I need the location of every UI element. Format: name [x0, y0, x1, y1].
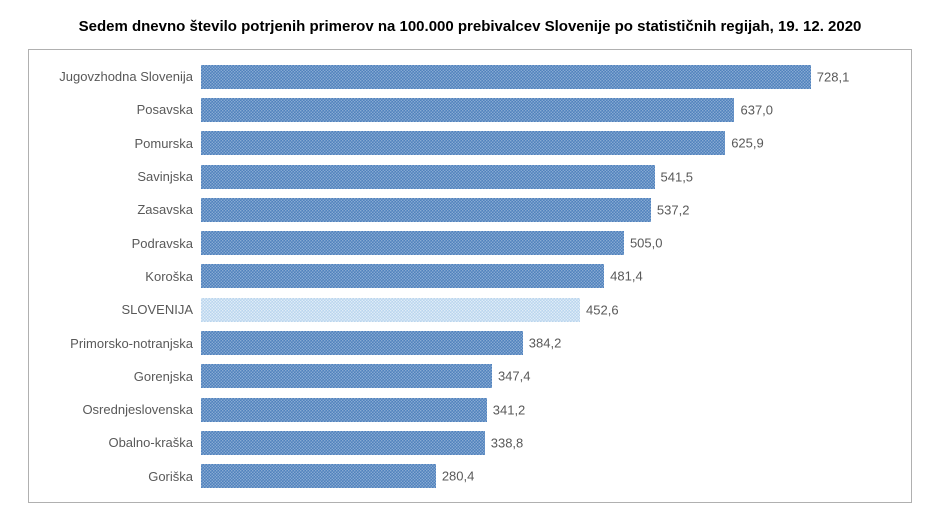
bar-track: 537,2: [201, 193, 871, 226]
chart-plot-area: Jugovzhodna Slovenija728,1Posavska637,0P…: [28, 49, 912, 503]
category-label: Gorenjska: [29, 369, 201, 384]
bar-track: 541,5: [201, 160, 871, 193]
value-label: 505,0: [630, 236, 663, 251]
bar-row: Gorenjska347,4: [29, 360, 871, 393]
bar-highlight: 452,6: [201, 298, 580, 322]
bar-track: 384,2: [201, 326, 871, 359]
bar-row: Osrednjeslovenska341,2: [29, 393, 871, 426]
value-label: 481,4: [610, 269, 643, 284]
bar: 537,2: [201, 198, 651, 222]
bar-row: Pomurska625,9: [29, 127, 871, 160]
category-label: Pomurska: [29, 136, 201, 151]
category-label: SLOVENIJA: [29, 302, 201, 317]
category-label: Goriška: [29, 469, 201, 484]
bar: 505,0: [201, 231, 624, 255]
bar-track: 347,4: [201, 360, 871, 393]
bar-row: Jugovzhodna Slovenija728,1: [29, 60, 871, 93]
bar-track: 452,6: [201, 293, 871, 326]
category-label: Osrednjeslovenska: [29, 402, 201, 417]
bar: 625,9: [201, 131, 725, 155]
bar-track: 338,8: [201, 426, 871, 459]
bar-track: 505,0: [201, 226, 871, 259]
bar-row: Goriška280,4: [29, 460, 871, 493]
value-label: 728,1: [817, 69, 850, 84]
bar: 280,4: [201, 464, 436, 488]
value-label: 541,5: [661, 169, 694, 184]
category-label: Podravska: [29, 236, 201, 251]
value-label: 347,4: [498, 369, 531, 384]
category-label: Zasavska: [29, 202, 201, 217]
bar: 637,0: [201, 98, 734, 122]
bar-row: SLOVENIJA452,6: [29, 293, 871, 326]
value-label: 341,2: [493, 402, 526, 417]
bar: 341,2: [201, 398, 487, 422]
category-label: Jugovzhodna Slovenija: [29, 69, 201, 84]
value-label: 280,4: [442, 469, 475, 484]
bar-track: 341,2: [201, 393, 871, 426]
bar-row: Koroška481,4: [29, 260, 871, 293]
bar-row: Posavska637,0: [29, 93, 871, 126]
chart-title: Sedem dnevno število potrjenih primerov …: [28, 18, 912, 35]
bar-track: 625,9: [201, 127, 871, 160]
value-label: 637,0: [740, 102, 773, 117]
value-label: 537,2: [657, 202, 690, 217]
bar: 338,8: [201, 431, 485, 455]
bar-row: Podravska505,0: [29, 226, 871, 259]
category-label: Obalno-kraška: [29, 435, 201, 450]
bar-track: 728,1: [201, 60, 871, 93]
value-label: 625,9: [731, 136, 764, 151]
value-label: 452,6: [586, 302, 619, 317]
category-label: Savinjska: [29, 169, 201, 184]
bar-rows-container: Jugovzhodna Slovenija728,1Posavska637,0P…: [29, 60, 871, 493]
bar-row: Zasavska537,2: [29, 193, 871, 226]
bar-track: 481,4: [201, 260, 871, 293]
bar-row: Primorsko-notranjska384,2: [29, 326, 871, 359]
bar-track: 280,4: [201, 460, 871, 493]
bar: 481,4: [201, 264, 604, 288]
value-label: 338,8: [491, 435, 524, 450]
bar: 541,5: [201, 165, 655, 189]
bar-track: 637,0: [201, 93, 871, 126]
bar: 384,2: [201, 331, 523, 355]
category-label: Koroška: [29, 269, 201, 284]
category-label: Posavska: [29, 102, 201, 117]
value-label: 384,2: [529, 336, 562, 351]
bar-row: Savinjska541,5: [29, 160, 871, 193]
category-label: Primorsko-notranjska: [29, 336, 201, 351]
bar: 347,4: [201, 364, 492, 388]
bar-row: Obalno-kraška338,8: [29, 426, 871, 459]
bar: 728,1: [201, 65, 811, 89]
